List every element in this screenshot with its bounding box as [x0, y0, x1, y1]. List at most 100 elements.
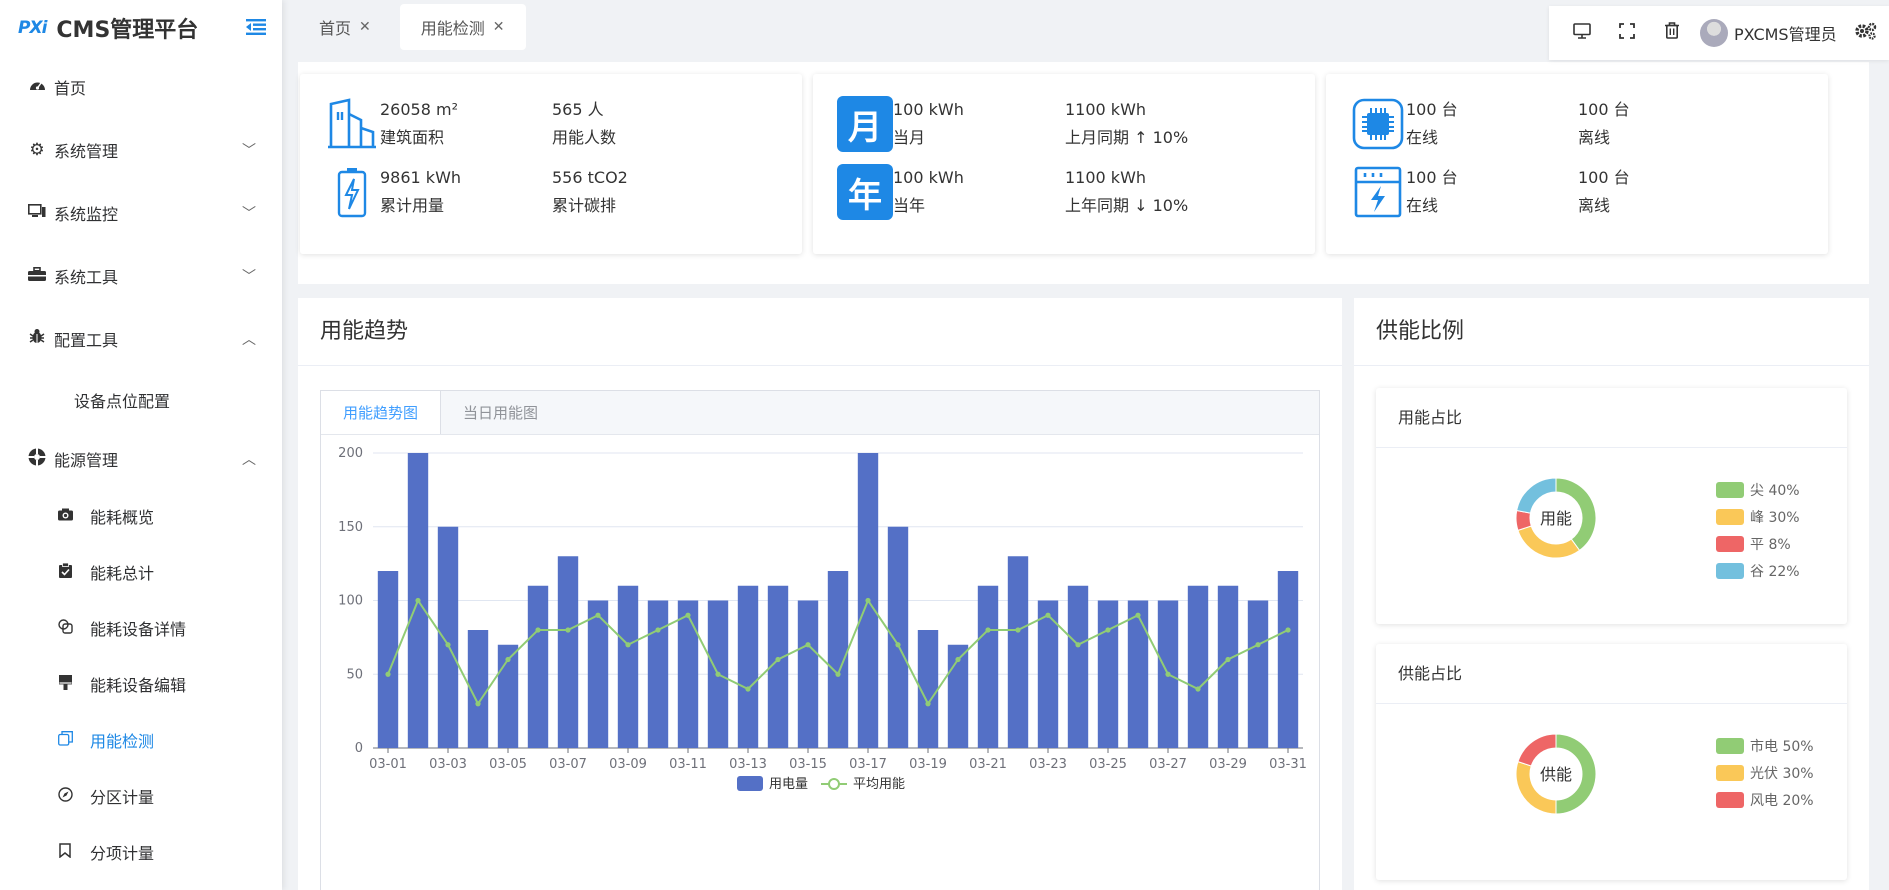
x-tick-label: 03-31: [1269, 757, 1307, 772]
camera-icon: [56, 507, 74, 525]
fullscreen-icon[interactable]: [1604, 22, 1649, 44]
stat-carbon: 556 tCO2 累计碳排: [552, 164, 752, 220]
sidebar-item-label: 分项计量: [90, 844, 155, 863]
x-tick-label: 03-19: [909, 757, 947, 772]
sidebar-item-item-metering[interactable]: 分项计量: [0, 824, 282, 880]
settings-gears-icon[interactable]: [1854, 21, 1877, 45]
supply-ratio-panel: 供能比例 用能占比 用能 尖 40% 峰 30% 平 8% 谷 22% 供能占比 供能…: [1354, 298, 1869, 890]
chevron-down-icon: ﹀: [242, 142, 256, 159]
trash-icon[interactable]: [1649, 22, 1694, 44]
sidebar-item-zone-metering[interactable]: 分区计量: [0, 768, 282, 824]
sidebar-item-energy-device-edit[interactable]: 能耗设备编辑: [0, 656, 282, 712]
stat-value: 1100 kWh: [1065, 168, 1147, 187]
legend-label: 风电 20%: [1750, 792, 1814, 809]
line-point: [955, 656, 961, 663]
legend-bar-swatch: [737, 776, 763, 791]
screen-icon[interactable]: [1559, 22, 1604, 44]
sidebar-item-label: 配置工具: [54, 330, 119, 350]
sidebar-item-energy-total[interactable]: 能耗总计: [0, 544, 282, 600]
energy-trend-chart: 0 50 100 150 200 03-01 03-03 03-05 03-07 03-09 03-…: [338, 446, 1307, 792]
line-point: [985, 627, 991, 633]
stat-row: 年 100 kWh 当年 1100 kWh 上年同期 ↓ 10%: [837, 164, 1305, 220]
sidebar-item-system-monitor[interactable]: 系统监控 ﹀: [0, 181, 282, 244]
line-point: [775, 656, 781, 663]
stat-label: 累计碳排: [552, 196, 617, 215]
line-point: [925, 701, 931, 707]
month-badge: 月: [837, 96, 893, 152]
tab-home[interactable]: 首页 ✕: [298, 4, 392, 50]
line-point: [1165, 671, 1171, 677]
tab-daily-chart[interactable]: 当日用能图: [463, 404, 539, 422]
sidebar-item-config-tools[interactable]: 配置工具 ︿: [0, 307, 282, 370]
line-point: [895, 642, 901, 648]
sidebar-item-energy-detection[interactable]: 用能检测: [0, 712, 282, 768]
sidebar-item-label: 系统监控: [54, 204, 119, 224]
sidebar-item-system-tools[interactable]: 系统工具 ﹀: [0, 244, 282, 307]
tab-label: 首页: [319, 19, 352, 38]
line-point: [1285, 627, 1291, 633]
chip-icon: [1350, 96, 1406, 152]
line-point: [1015, 627, 1021, 633]
tab-trend-chart[interactable]: 用能趋势图: [321, 391, 442, 434]
line-point: [1225, 656, 1231, 663]
stat-value: 100 台: [1578, 100, 1630, 119]
y-tick-label: 100: [338, 594, 363, 609]
avatar: [1700, 19, 1728, 47]
sidebar-item-label: 能耗概览: [90, 508, 155, 527]
sidebar-item-label: 分区计量: [90, 788, 155, 807]
close-icon[interactable]: ✕: [359, 19, 371, 35]
sidebar-item-energy-management[interactable]: 能源管理 ︿: [0, 430, 282, 488]
bar: [647, 600, 669, 748]
bar: [1247, 600, 1269, 748]
menu-collapse-icon[interactable]: [246, 16, 266, 40]
bug-icon: [26, 328, 48, 349]
legend-item[interactable]: 风电 20%: [1716, 786, 1814, 813]
legend-item[interactable]: 市电 50%: [1716, 732, 1814, 759]
sidebar-item-energy-device-detail[interactable]: 能耗设备详情: [0, 600, 282, 656]
brush-icon: [56, 674, 74, 694]
legend-item[interactable]: 光伏 30%: [1716, 759, 1814, 786]
charger-icon: [1350, 164, 1406, 220]
sidebar-item-system-management[interactable]: ⚙ 系统管理 ﹀: [0, 118, 282, 181]
line-point: [445, 642, 451, 648]
legend-item[interactable]: 峰 30%: [1716, 503, 1800, 530]
stat-year-prev: 1100 kWh 上年同期 ↓ 10%: [1065, 164, 1265, 220]
stat-label: 在线: [1406, 128, 1439, 147]
copy-icon: [56, 730, 74, 750]
tab-energy-detection[interactable]: 用能检测 ✕: [399, 4, 526, 50]
sidebar-item-home[interactable]: 首页: [0, 56, 282, 118]
stat-label: 累计用量: [380, 196, 445, 215]
sidebar-item-label: 能源管理: [54, 451, 119, 470]
gear-icon: ⚙: [29, 139, 45, 160]
usage-legend: 尖 40% 峰 30% 平 8% 谷 22%: [1716, 476, 1800, 584]
card-title: 用能占比: [1376, 388, 1847, 448]
source-donut-chart: 供能: [1515, 733, 1597, 815]
bar: [947, 644, 969, 748]
x-tick-label: 03-11: [669, 757, 707, 772]
clipboard-icon: [56, 562, 74, 582]
copy-icon: [56, 618, 74, 638]
bar: [1277, 571, 1299, 748]
stat-value: 26058 m²: [380, 100, 458, 119]
legend-item[interactable]: 谷 22%: [1716, 557, 1800, 584]
close-icon[interactable]: ✕: [492, 19, 505, 35]
sidebar-item-energy-overview[interactable]: 能耗概览: [0, 488, 282, 544]
line-point: [415, 597, 421, 604]
stat-row: 26058 m² 建筑面积 565 人 用能人数: [324, 96, 792, 152]
stat-value: 100 kWh: [893, 168, 964, 187]
bar: [377, 571, 399, 748]
sidebar-item-device-point-config[interactable]: 设备点位配置: [0, 370, 282, 430]
stat-a-online: 100 台 在线: [1406, 96, 1578, 152]
bar: [1007, 556, 1029, 748]
stat-label: 当月: [893, 128, 926, 147]
user-menu[interactable]: PXCMS管理员: [1700, 19, 1837, 47]
line-point: [505, 656, 511, 663]
legend-item[interactable]: 平 8%: [1716, 530, 1800, 557]
stat-value: 1100 kWh: [1065, 100, 1147, 119]
stat-building-area: 26058 m² 建筑面积: [380, 96, 552, 152]
bar: [497, 644, 519, 748]
legend-item[interactable]: 尖 40%: [1716, 476, 1800, 503]
bar: [827, 571, 849, 748]
x-tick-label: 03-15: [789, 757, 827, 772]
legend-swatch: [1716, 535, 1744, 552]
